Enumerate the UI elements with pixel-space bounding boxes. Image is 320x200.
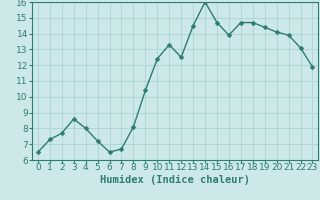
X-axis label: Humidex (Indice chaleur): Humidex (Indice chaleur) — [100, 175, 250, 185]
